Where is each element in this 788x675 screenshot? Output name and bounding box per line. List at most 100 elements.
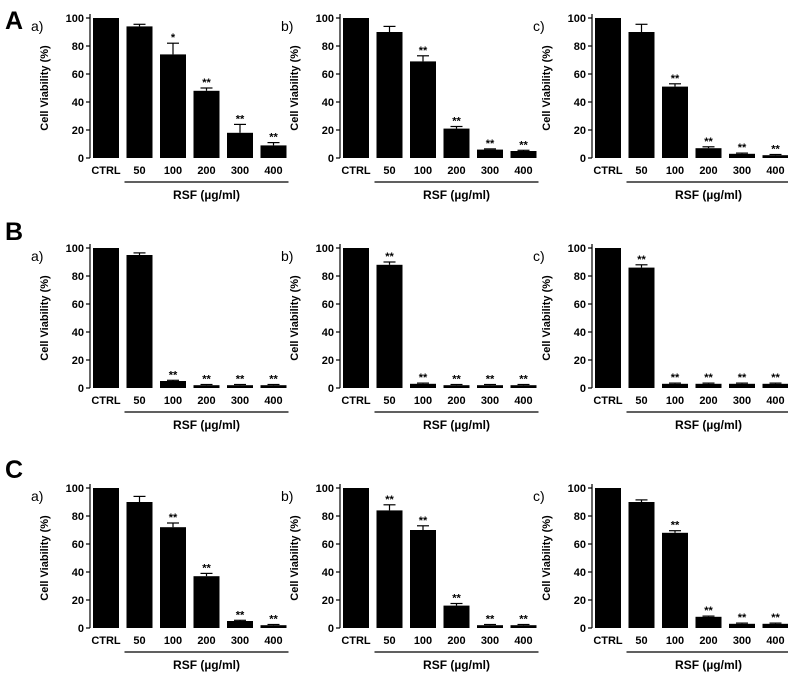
x-axis-label: RSF (µg/ml) [675,188,742,202]
x-category-label: CTRL [593,395,623,407]
bar-300 [729,153,755,158]
panel-label: c) [533,248,545,264]
chart-b-a: a) Cell Viability (%) 0 20 40 60 80 100 CTRL 50 **… [31,243,289,432]
bar-100 [662,383,688,388]
bar-400 [762,383,788,388]
y-tick-label: 80 [72,511,84,523]
x-axis-label: RSF (µg/ml) [173,418,240,432]
y-tick-label: 100 [66,243,84,255]
significance-mark: ** [236,609,245,621]
chart-c-a: a) Cell Viability (%) 0 20 40 60 80 100 CTRL 50 **… [31,483,289,672]
panel-label: a) [31,488,43,504]
y-tick-label: 60 [72,69,84,81]
significance-mark: ** [486,138,495,150]
bar-ctrl [343,488,369,628]
significance-mark: ** [738,142,747,154]
x-category-label: 200 [447,635,465,647]
x-category-label: 300 [733,635,751,647]
y-tick-label: 0 [78,383,84,395]
significance-mark: ** [671,73,680,85]
x-category-label: 50 [133,165,145,177]
section-label-c: C [5,456,23,484]
x-category-label: 400 [264,165,282,177]
significance-mark: ** [519,614,528,626]
significance-mark: ** [452,374,461,386]
x-category-label: 100 [414,635,432,647]
bar-ctrl [343,248,369,388]
bar-200 [193,90,220,158]
significance-mark: ** [202,77,211,89]
y-tick-label: 40 [574,567,586,579]
y-tick-label: 100 [568,483,586,495]
y-tick-label: 40 [574,97,586,109]
x-category-label: 300 [481,165,499,177]
bar-300 [729,383,755,388]
x-category-label: 100 [164,635,182,647]
x-category-label: CTRL [593,165,623,177]
x-category-label: 100 [164,395,182,407]
bar-200 [193,576,220,628]
y-axis-label: Cell Viability (%) [541,515,553,601]
bar-ctrl [595,248,621,388]
y-axis-label: Cell Viability (%) [541,45,553,131]
significance-mark: ** [771,612,780,624]
significance-mark: ** [169,512,178,524]
bar-ctrl [93,248,119,388]
y-tick-label: 40 [72,97,84,109]
bar-50 [376,32,403,158]
bar-200 [193,385,220,388]
significance-mark: ** [704,372,713,384]
panel-label: a) [31,18,43,34]
panel-label: b) [281,248,293,264]
x-category-label: 300 [733,165,751,177]
y-tick-label: 60 [322,299,334,311]
bar-50 [126,502,153,628]
bar-300 [477,149,503,158]
x-axis-label: RSF (µg/ml) [675,418,742,432]
significance-mark: ** [236,374,245,386]
x-category-label: 50 [635,165,647,177]
x-category-label: CTRL [341,165,371,177]
y-tick-label: 20 [72,125,84,137]
bar-200 [695,383,722,388]
y-tick-label: 100 [316,13,334,25]
x-category-label: 300 [733,395,751,407]
y-tick-label: 80 [574,41,586,53]
bar-100 [662,86,688,158]
y-tick-label: 40 [322,327,334,339]
x-category-label: 300 [231,395,249,407]
x-axis-label: RSF (µg/ml) [173,188,240,202]
significance-mark: ** [452,593,461,605]
bar-100 [410,530,436,628]
y-tick-label: 40 [322,567,334,579]
panel-label: b) [281,488,293,504]
y-tick-label: 0 [328,153,334,165]
x-category-label: 400 [766,635,784,647]
y-tick-label: 0 [580,153,586,165]
y-tick-label: 100 [316,483,334,495]
significance-mark: * [171,32,176,44]
y-tick-label: 20 [574,125,586,137]
x-category-label: 400 [766,395,784,407]
bar-300 [477,625,503,628]
panel-label: c) [533,18,545,34]
x-category-label: 200 [699,165,717,177]
significance-mark: ** [671,372,680,384]
bar-100 [410,383,436,388]
x-category-label: CTRL [341,635,371,647]
bar-100 [662,532,688,628]
y-tick-label: 100 [66,13,84,25]
y-tick-label: 20 [574,355,586,367]
significance-mark: ** [385,251,394,263]
y-tick-label: 20 [574,595,586,607]
x-category-label: 300 [481,635,499,647]
y-tick-label: 100 [568,13,586,25]
y-tick-label: 60 [574,539,586,551]
bar-50 [628,502,655,628]
significance-mark: ** [486,614,495,626]
significance-mark: ** [236,113,245,125]
bar-400 [260,625,287,628]
bar-50 [376,264,403,388]
x-category-label: 400 [514,165,532,177]
